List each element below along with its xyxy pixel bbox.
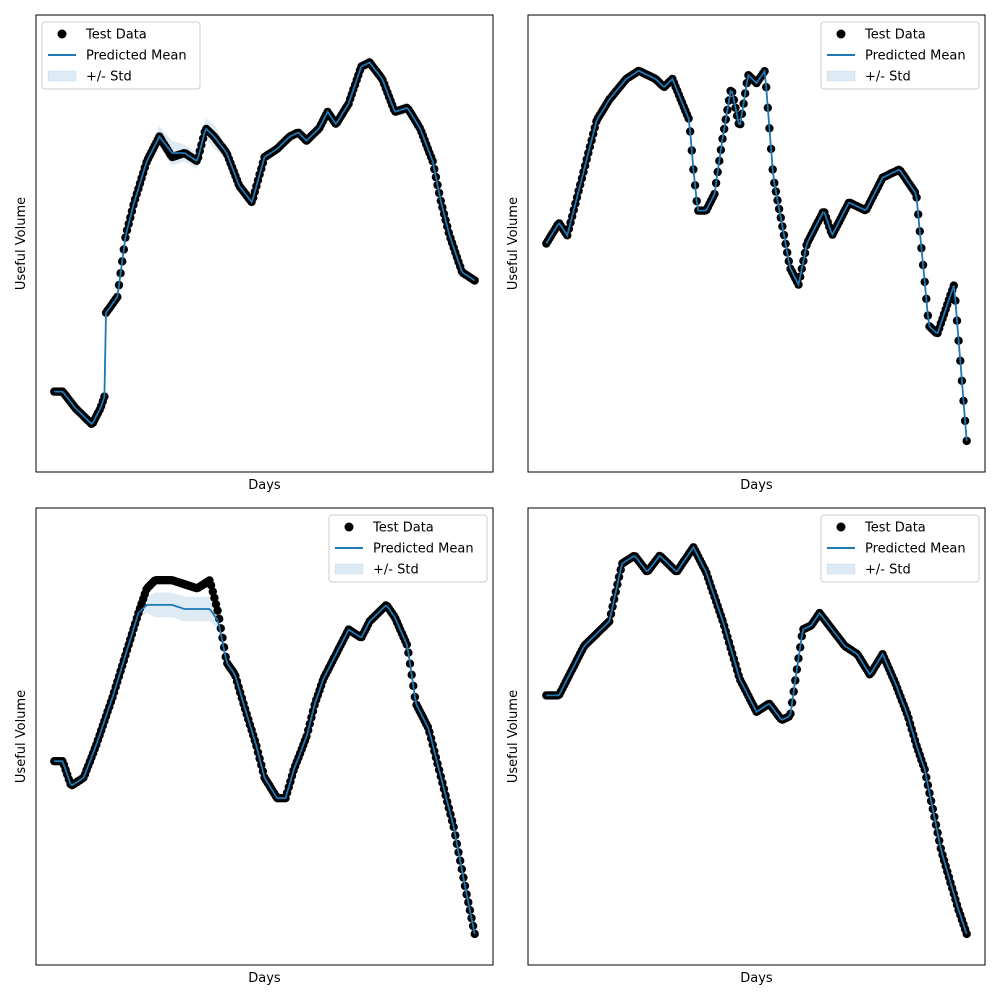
test-data-point — [208, 587, 217, 596]
legend-label-test-data: Test Data — [864, 521, 926, 536]
legend-marker-test-data — [836, 29, 846, 39]
legend-label-std: +/- Std — [373, 563, 419, 578]
legend: Test Data Predicted Mean +/- Std — [41, 21, 201, 90]
legend: Test Data Predicted Mean +/- Std — [820, 514, 980, 583]
subplot-3: Days Useful Volume Test Data Predicted Mean… — [14, 507, 494, 986]
legend-marker-test-data — [344, 522, 354, 532]
axes-frame — [527, 507, 986, 966]
subplot-4: Days Useful Volume Test Data Predicted Mean… — [506, 507, 986, 986]
legend-label-predicted-mean: Predicted Mean — [86, 49, 187, 64]
predicted-mean-line — [546, 545, 968, 935]
legend-label-predicted-mean: Predicted Mean — [865, 542, 966, 557]
predicted-mean-line — [545, 68, 968, 441]
y-axis-label: Useful Volume — [506, 690, 521, 783]
x-axis-label: Days — [248, 971, 281, 986]
test-data-point — [210, 593, 219, 603]
legend-marker-std-band — [47, 70, 77, 82]
legend-marker-std-band — [334, 563, 364, 575]
legend-label-std: +/- Std — [865, 563, 911, 578]
legend-label-std: +/- Std — [865, 70, 911, 85]
legend: Test Data Predicted Mean +/- Std — [820, 21, 980, 90]
axes-frame — [527, 14, 986, 473]
x-axis-label: Days — [740, 971, 773, 986]
legend-label-predicted-mean: Predicted Mean — [865, 49, 966, 64]
predicted-mean-line — [54, 604, 476, 935]
legend-marker-test-data — [836, 522, 846, 532]
legend-marker-test-data — [57, 29, 67, 39]
legend-label-test-data: Test Data — [372, 521, 434, 536]
predicted-mean-line — [54, 61, 476, 425]
axes-frame — [35, 507, 494, 966]
test-data-point — [213, 606, 222, 615]
x-axis-label: Days — [248, 478, 281, 493]
x-axis-label: Days — [740, 478, 773, 493]
legend-label-std: +/- Std — [86, 70, 132, 85]
legend-box — [328, 514, 488, 583]
legend-box — [820, 21, 980, 90]
subplot-2: Days Useful Volume Test Data Predicted Mean… — [506, 14, 986, 493]
y-axis-label: Useful Volume — [14, 197, 29, 290]
legend-label-predicted-mean: Predicted Mean — [373, 542, 474, 557]
legend-label-test-data: Test Data — [864, 28, 926, 43]
legend-label-test-data: Test Data — [85, 28, 147, 43]
subplot-1: Days Useful Volume Test Data Predicted Mean… — [14, 14, 494, 493]
y-axis-label: Useful Volume — [14, 690, 29, 783]
test-data-point — [211, 600, 221, 609]
legend-box — [41, 21, 201, 90]
axes-frame — [35, 14, 494, 473]
legend: Test Data Predicted Mean +/- Std — [328, 514, 488, 583]
y-axis-label: Useful Volume — [506, 197, 521, 290]
legend-marker-std-band — [826, 70, 856, 82]
test-data-point — [206, 581, 216, 590]
legend-box — [820, 514, 980, 583]
legend-marker-std-band — [826, 563, 856, 575]
